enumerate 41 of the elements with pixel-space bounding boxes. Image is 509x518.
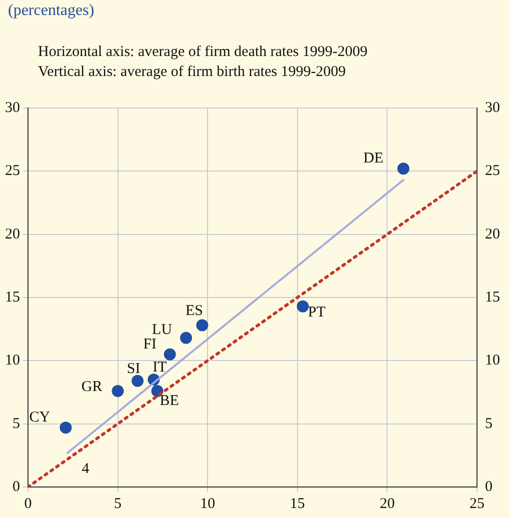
y2-tick-label: 15 [485, 289, 500, 306]
y-tick-label: 20 [5, 226, 20, 242]
point [112, 384, 124, 397]
y2-tick-label: 0 [485, 478, 492, 495]
y-tick-label: 15 [5, 289, 20, 306]
data-label: IT [152, 360, 167, 376]
data-label: GR [81, 378, 102, 395]
data-label: ES [185, 303, 203, 320]
y2-tick-label: 25 [485, 163, 500, 180]
point [164, 348, 176, 360]
x-tick-label: 20 [380, 496, 395, 512]
data-label: LU [152, 322, 172, 338]
point [132, 374, 144, 387]
y-tick-label: 0 [12, 478, 20, 495]
y2-tick-label: 30 [485, 100, 500, 116]
data-label: SI [126, 360, 140, 377]
data-label: PT [308, 304, 326, 320]
y2-tick-label: 10 [485, 352, 500, 369]
y-tick-label: 5 [12, 416, 20, 432]
point [296, 300, 309, 312]
annotation: 4 [82, 461, 90, 478]
point [397, 162, 410, 175]
point [180, 332, 192, 344]
data-label: CY [29, 410, 50, 426]
data-label: DE [363, 150, 384, 167]
y-tick-label: 25 [5, 163, 20, 180]
x-tick-label: 5 [114, 496, 122, 512]
y-tick-label: 10 [5, 352, 20, 369]
x-tick-label: 0 [24, 496, 32, 512]
chart-subtitle: Horizontal axis: average of firm death rates 1999-2009 Vertical axis: average of firm birth rates 1999-2009 [38, 43, 368, 82]
point [196, 319, 208, 332]
x-tick-label: 10 [200, 496, 216, 512]
point [60, 422, 72, 434]
x-tick-label: 25 [470, 496, 484, 512]
y2-tick-label: 20 [485, 226, 500, 242]
y2-tick-label: 5 [485, 416, 492, 432]
y-tick-label: 30 [5, 100, 20, 116]
x-tick-label: 15 [290, 496, 305, 512]
chart-title: (percentages) [8, 2, 94, 20]
data-label: FI [143, 336, 157, 352]
data-label: BE [160, 392, 179, 409]
